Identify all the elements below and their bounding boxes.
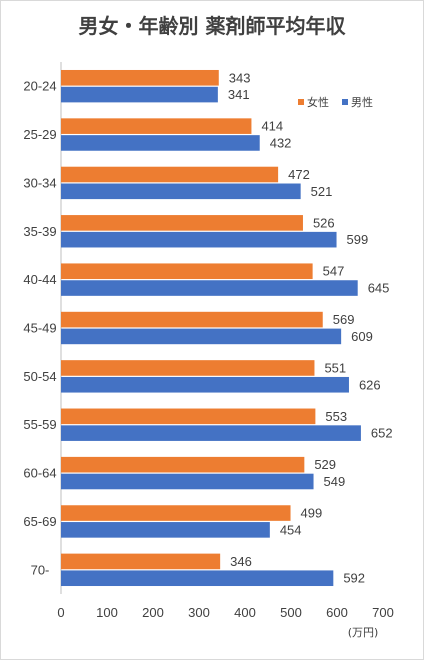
x-axis-unit: (万円)	[348, 626, 379, 639]
data-label: 529	[314, 457, 336, 472]
x-tick-label: 600	[326, 605, 348, 620]
y-tick-label: 40-44	[23, 272, 56, 287]
bar-male	[61, 570, 334, 587]
y-tick-label: 60-64	[23, 466, 56, 481]
data-label: 346	[230, 554, 252, 569]
bar-male	[61, 231, 337, 248]
data-label: 547	[323, 264, 345, 279]
legend-swatch	[342, 99, 348, 105]
chart-title: 男女・年齢別 薬剤師平均年収	[78, 14, 346, 38]
bar-female	[61, 311, 323, 328]
legend-label: 男性	[351, 95, 373, 109]
y-tick-label: 45-49	[23, 321, 56, 336]
bar-female	[61, 166, 279, 183]
x-tick-label: 400	[234, 605, 256, 620]
y-tick-label: 25-29	[23, 127, 56, 142]
bar-female	[61, 408, 316, 425]
x-tick-label: 200	[142, 605, 164, 620]
data-label: 549	[324, 474, 346, 489]
bar-male	[61, 86, 218, 103]
data-label: 609	[351, 329, 373, 344]
bar-male	[61, 135, 260, 151]
data-label: 592	[343, 571, 365, 586]
bar-female	[61, 215, 303, 231]
x-tick-label: 300	[188, 605, 210, 620]
bar-female	[61, 456, 305, 473]
y-tick-label: 50-54	[23, 369, 56, 384]
bar-male	[61, 522, 270, 538]
y-tick-label: 35-39	[23, 224, 56, 239]
bar-female	[61, 263, 313, 280]
x-tick-label: 700	[372, 605, 394, 620]
data-label: 652	[371, 426, 393, 441]
bar-male	[61, 328, 342, 345]
bar-female	[61, 69, 219, 86]
y-tick-label: 20-24	[23, 79, 56, 94]
data-label: 454	[280, 522, 302, 537]
bar-female	[61, 553, 221, 570]
legend-label: 女性	[307, 95, 329, 109]
bar-male	[61, 183, 301, 200]
data-label: 414	[261, 119, 283, 134]
data-label: 626	[359, 377, 381, 392]
y-tick-label: 70-	[31, 562, 50, 577]
data-label: 645	[368, 281, 390, 296]
data-label: 553	[325, 409, 347, 424]
data-label: 526	[313, 215, 335, 230]
data-label: 599	[347, 232, 369, 247]
data-label: 343	[229, 70, 251, 85]
x-tick-label: 100	[96, 605, 118, 620]
bar-female	[61, 360, 315, 376]
data-label: 569	[333, 312, 355, 327]
x-tick-label: 500	[280, 605, 302, 620]
data-label: 472	[288, 167, 310, 182]
data-label: 499	[301, 506, 323, 521]
data-label: 551	[324, 360, 346, 375]
bar-female	[61, 118, 252, 134]
data-label: 521	[311, 184, 333, 199]
bar-male	[61, 280, 358, 296]
bar-male	[61, 425, 361, 441]
data-label: 432	[270, 135, 292, 150]
y-tick-label: 65-69	[23, 514, 56, 529]
y-tick-label: 55-59	[23, 417, 56, 432]
x-tick-label: 0	[57, 605, 64, 620]
legend-swatch	[298, 99, 304, 105]
bar-male	[61, 376, 349, 393]
bar-male	[61, 473, 314, 490]
y-tick-label: 30-34	[23, 175, 56, 190]
bar-female	[61, 505, 291, 521]
data-label: 341	[228, 87, 250, 102]
